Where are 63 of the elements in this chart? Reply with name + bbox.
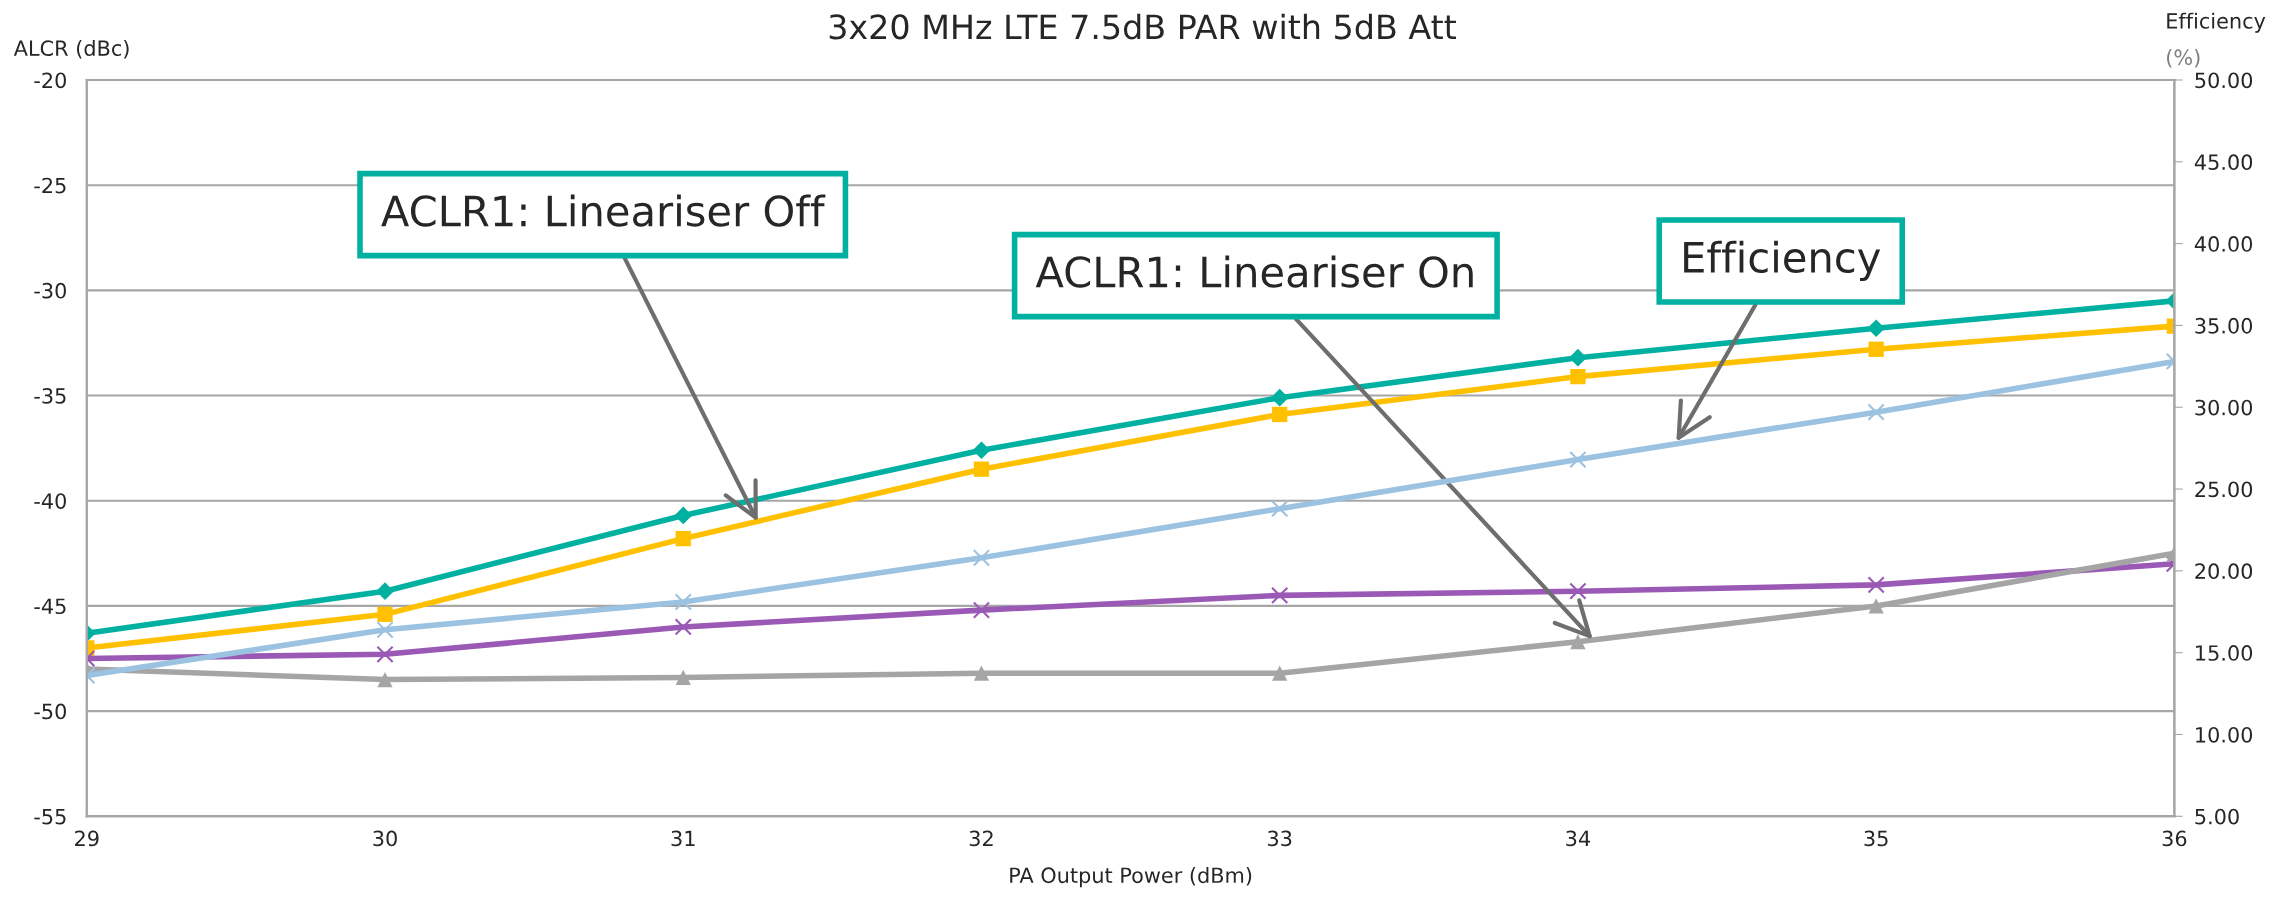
point	[1867, 403, 1885, 421]
x-axis-title: PA Output Power (dBm)	[1010, 867, 1252, 888]
y-tick-label: -55	[34, 809, 66, 825]
x-tick-label: 32	[969, 830, 993, 847]
point	[1270, 388, 1289, 407]
point	[1868, 341, 1884, 357]
point	[1272, 665, 1288, 681]
y2-tick-label: 35.00	[2195, 317, 2253, 334]
y2-tick-label: 25.00	[2195, 481, 2253, 498]
point	[973, 461, 990, 477]
point	[376, 621, 394, 639]
point	[1271, 500, 1289, 518]
point	[1569, 582, 1587, 600]
point	[1570, 368, 1586, 385]
y2-tick-label: 10.00	[2196, 726, 2253, 743]
point	[1570, 634, 1586, 650]
point	[674, 593, 692, 611]
y2-axis-title: Efficiency (%)	[2167, 12, 2266, 68]
point	[973, 665, 990, 681]
y-tick-label: -45	[34, 598, 66, 615]
y-tick-label: -50	[34, 703, 66, 720]
point	[1272, 406, 1288, 423]
y-tick-label: -35	[34, 388, 66, 404]
y2-tick-label: 15.00	[2196, 645, 2253, 661]
annotation: ACLR1: Lineariser On	[1035, 255, 1473, 288]
point	[675, 530, 691, 547]
point	[377, 606, 393, 622]
x-tick-label: 29	[75, 830, 99, 847]
point	[1867, 576, 1885, 594]
point	[376, 582, 394, 601]
y-tick-label: -25	[34, 177, 66, 194]
point	[1271, 586, 1289, 605]
x-tick-label: 30	[373, 830, 397, 847]
y2-tick-label: 30.00	[2195, 399, 2253, 416]
x-tick-label: 31	[671, 830, 695, 847]
point	[1868, 598, 1884, 614]
point	[376, 645, 394, 663]
point	[674, 506, 693, 525]
point	[674, 618, 692, 636]
y-tick-label: -20	[34, 72, 66, 89]
y2-tick-label: 20.00	[2195, 563, 2253, 580]
point	[972, 601, 991, 619]
annotation: Efficiency	[1684, 240, 1881, 282]
annotation: ACLR1: Lineariser Off	[381, 194, 826, 227]
point	[1569, 450, 1587, 469]
x-tick-label: 35	[1864, 830, 1888, 847]
point	[675, 669, 691, 686]
y2-tick-label: 40.00	[2194, 236, 2253, 252]
point	[1867, 319, 1885, 338]
x-tick-label: 36	[2162, 830, 2187, 847]
x-tick-label: 33	[1268, 830, 1292, 847]
y-axis-title: ALCR (dBc)	[13, 39, 129, 59]
point	[972, 441, 991, 460]
point	[1569, 348, 1587, 367]
point	[972, 549, 991, 567]
y-tick-label: -40	[34, 493, 66, 509]
x-tick-label: 34	[1566, 830, 1590, 847]
y2-tick-label: 45.00	[2194, 154, 2253, 171]
point	[377, 671, 393, 688]
y2-tick-label: 50.00	[2195, 72, 2253, 89]
chart-title: 3x20 MHz LTE 7.5dB PAR with 5dB Att	[829, 13, 1456, 40]
y2-tick-label: 5.00	[2195, 808, 2239, 825]
y-tick-label: -30	[34, 282, 66, 299]
